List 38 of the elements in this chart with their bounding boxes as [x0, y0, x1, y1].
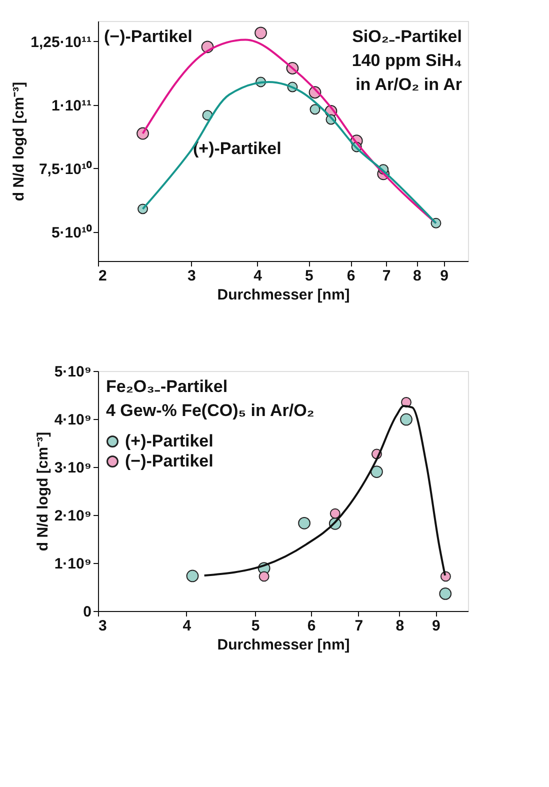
x-tick-label: 6: [307, 618, 316, 634]
y-tick-label: 0: [83, 604, 92, 620]
x-tick-label: 4: [182, 618, 192, 634]
x-tick-label: 6: [346, 268, 356, 284]
x-tick-label: 9: [440, 268, 448, 284]
legend-label: (−)-Partikel: [125, 452, 214, 470]
y-tick-label: 1·10⁹: [54, 556, 92, 572]
x-axis-title: Durchmesser [nm]: [217, 636, 350, 654]
x-tick-label: 7: [354, 618, 364, 634]
legend-label: (+)-Partikel: [125, 432, 214, 450]
x-tick-label: 3: [188, 268, 196, 284]
annotation: 140 ppm SiH₄: [352, 51, 462, 70]
y-axis-title: d N/d logd [cm⁻³]: [34, 432, 52, 552]
y-tick-label: 2·10⁹: [54, 508, 92, 524]
y-tick-label: 1·10¹¹: [51, 97, 92, 114]
x-tick-label: 2: [98, 268, 107, 284]
y-tick-label: 4·10⁹: [54, 412, 92, 428]
y-tick-label: 1,25·10¹¹: [30, 34, 92, 51]
x-tick-label: 5: [251, 618, 260, 634]
x-tick-label: 8: [396, 618, 404, 634]
series-label: (−)-Partikel: [104, 27, 192, 46]
annotation: SiO₂₋-Partikel: [352, 27, 462, 46]
x-tick-label: 9: [432, 618, 440, 634]
x-tick-label: 4: [254, 268, 263, 284]
x-tick-label: 3: [98, 618, 107, 634]
y-tick-label: 7,5·10¹⁰: [38, 160, 92, 178]
series-label: (+)-Partikel: [193, 139, 282, 158]
x-tick-label: 7: [382, 268, 391, 284]
x-tick-label: 5: [304, 268, 314, 284]
x-axis-title: Durchmesser [nm]: [217, 286, 350, 304]
annotation: 4 Gew-% Fe(CO)₅ in Ar/O₂: [106, 401, 314, 420]
y-axis-title: d N/d logd [cm⁻³]: [10, 82, 28, 202]
y-tick-label: 5·10⁹: [54, 364, 92, 380]
annotation: Fe₂O₃₋-Partikel: [106, 377, 228, 396]
annotation: in Ar/O₂ in Ar: [356, 75, 462, 94]
y-tick-label: 5·10¹⁰: [51, 223, 92, 242]
y-tick-label: 3·10⁹: [54, 460, 92, 476]
x-tick-label: 8: [413, 268, 422, 284]
